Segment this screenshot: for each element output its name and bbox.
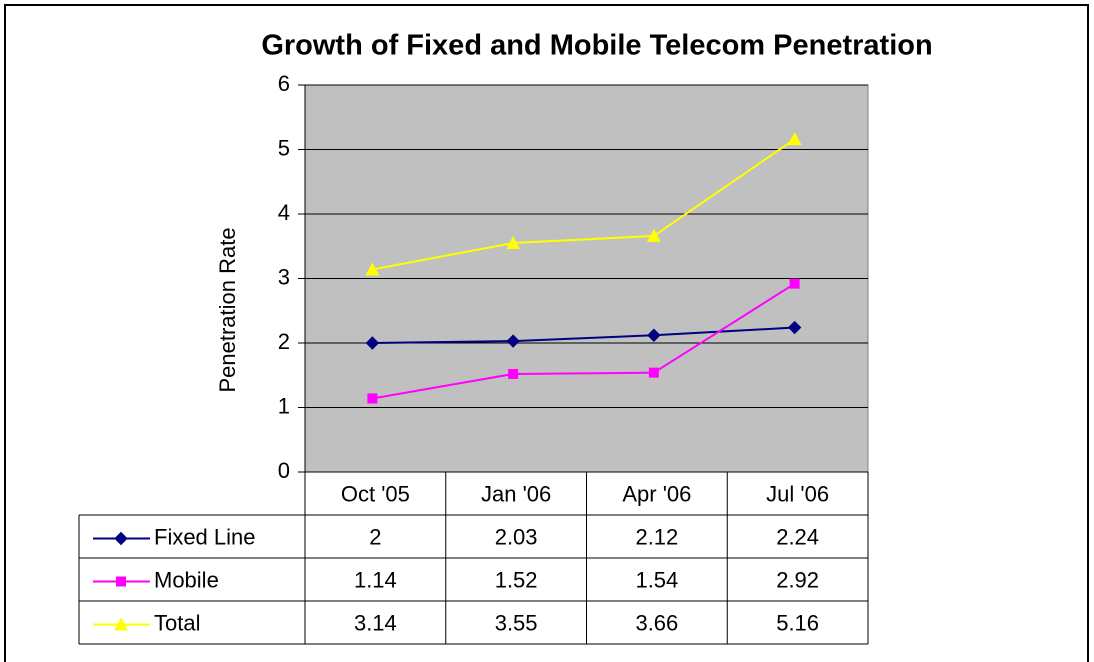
table-value: 2.92 <box>776 567 819 592</box>
table-value: 3.14 <box>354 610 397 635</box>
legend-label: Total <box>154 610 200 635</box>
x-tick-label: Oct '05 <box>341 481 410 506</box>
table-value: 2.03 <box>495 524 538 549</box>
data-point <box>508 368 519 379</box>
table-value: 1.54 <box>635 567 678 592</box>
table-value: 2 <box>369 524 381 549</box>
y-tick-label: 6 <box>278 71 290 96</box>
legend-key-marker <box>116 576 126 587</box>
y-tick-label: 2 <box>278 329 290 354</box>
data-point <box>365 336 380 350</box>
table-value: 1.52 <box>495 567 538 592</box>
data-point <box>365 262 380 276</box>
chart-border <box>4 4 1089 662</box>
legend-key-marker <box>114 617 128 631</box>
legend-label: Mobile <box>154 567 219 592</box>
y-tick-label: 3 <box>278 264 290 289</box>
table-value: 1.14 <box>354 567 397 592</box>
x-tick-label: Apr '06 <box>622 481 691 506</box>
data-point <box>789 278 800 289</box>
table-value: 3.55 <box>495 610 538 635</box>
legend-label: Fixed Line <box>154 524 256 549</box>
legend-key-marker <box>114 531 128 546</box>
series-line <box>372 138 796 271</box>
table-value: 3.66 <box>635 610 678 635</box>
data-point <box>648 367 659 378</box>
data-point <box>506 236 521 250</box>
x-tick-label: Jul '06 <box>766 481 829 506</box>
table-value: 2.24 <box>776 524 819 549</box>
table-value: 5.16 <box>776 610 819 635</box>
data-point <box>646 228 661 242</box>
x-tick-label: Jan '06 <box>481 481 551 506</box>
y-tick-label: 5 <box>278 135 290 160</box>
chart-title: Growth of Fixed and Mobile Telecom Penet… <box>261 30 932 62</box>
data-point <box>506 334 520 348</box>
y-tick-label: 1 <box>278 393 290 418</box>
table-value: 2.12 <box>635 524 678 549</box>
y-tick-label: 4 <box>278 200 290 225</box>
y-tick-label: 0 <box>278 458 290 483</box>
series-line <box>372 326 795 344</box>
y-axis-label: Penetration Rate <box>215 227 240 392</box>
data-point <box>787 320 802 335</box>
data-point <box>787 132 802 146</box>
data-point <box>647 328 661 342</box>
data-point <box>367 393 378 404</box>
series-line <box>372 282 796 400</box>
